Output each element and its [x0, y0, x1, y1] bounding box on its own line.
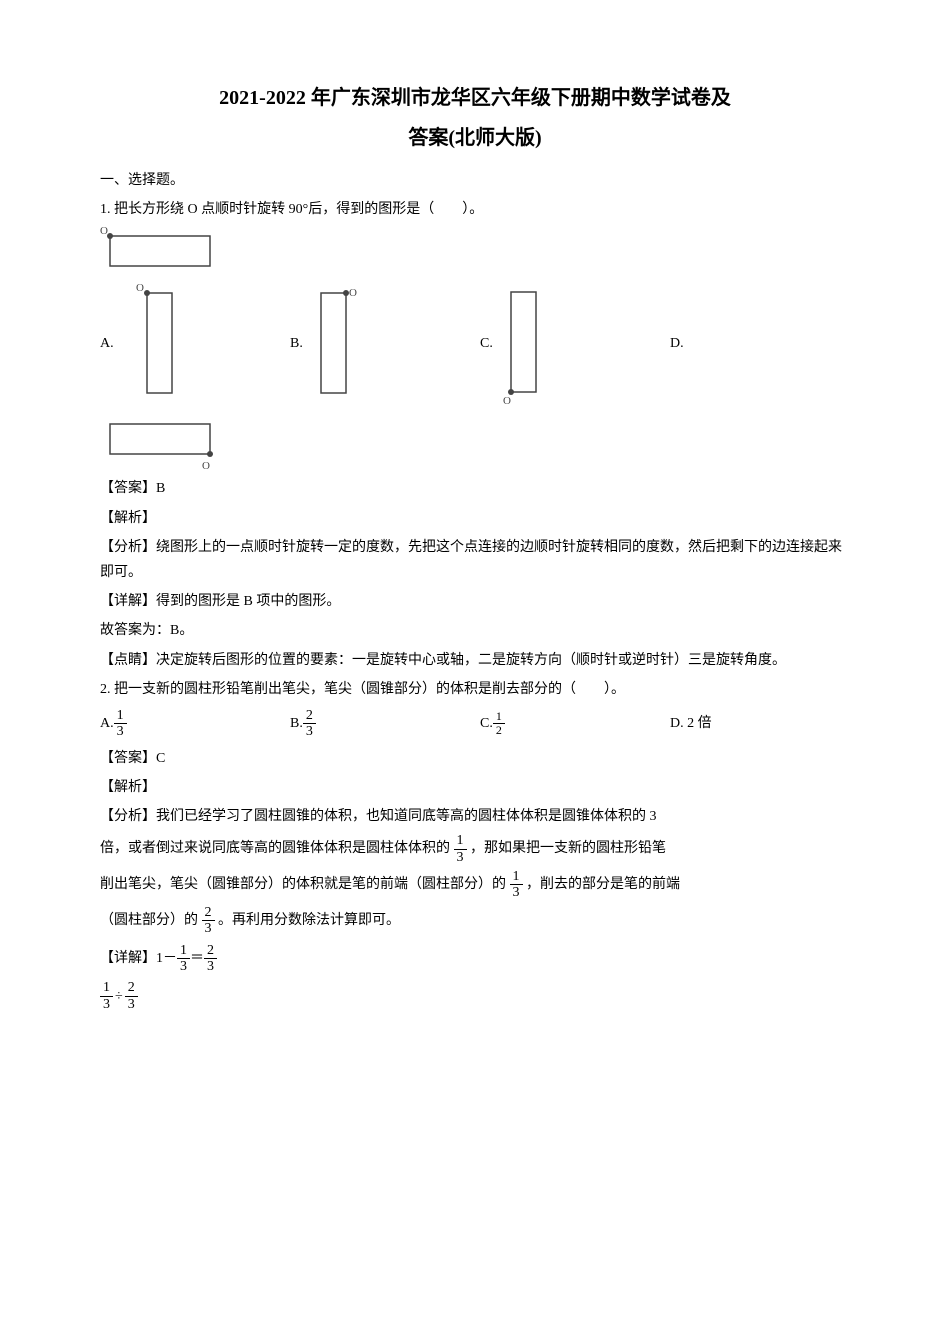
option-c-figure: O	[501, 282, 556, 404]
svg-text:O: O	[100, 226, 108, 237]
option-b-figure: O	[311, 283, 366, 403]
q2-option-c: C. 1 2	[480, 710, 670, 737]
q1-xiangjie: 【详解】得到的图形是 B 项中的图形。	[100, 589, 850, 614]
option-b-label: B.	[290, 331, 303, 356]
q1-options: A. O B. O C. O D.	[100, 282, 850, 404]
q2-fenxi-line3: 削出笔尖，笔尖（圆锥部分）的体积就是笔的前端（圆柱部分）的 1 3 ，削去的部分…	[100, 869, 850, 901]
q2-option-d: D. 2 倍	[670, 711, 712, 736]
svg-text:O: O	[136, 283, 144, 294]
q2-fenxi-line2: 倍，或者倒过来说同底等高的圆锥体体积是圆柱体体积的 1 3 ，那如果把一支新的圆…	[100, 833, 850, 865]
option-b-fraction: 2 3	[303, 708, 316, 740]
option-d-label: D. 2 倍	[670, 711, 712, 736]
q1-option-b: B. O	[290, 283, 480, 403]
q1-answer: 【答案】B	[100, 476, 850, 501]
q2-answer: 【答案】C	[100, 746, 850, 771]
fraction-2-3: 2 3	[204, 943, 217, 975]
option-c-label: C.	[480, 711, 493, 736]
option-c-fraction: 1 2	[493, 710, 505, 737]
fraction-2-3: 2 3	[202, 905, 215, 937]
q2-options: A. 1 3 B. 2 3 C. 1 2 D. 2 倍	[100, 708, 850, 740]
option-b-label: B.	[290, 711, 303, 736]
q1-option-d: D.	[670, 331, 692, 356]
q1-option-a: A. O	[100, 283, 290, 403]
q2-fenxi-line1: 【分析】我们已经学习了圆柱圆锥的体积，也知道同底等高的圆柱体体积是圆锥体体积的 …	[100, 804, 850, 829]
q2-xiangjie-eq2: 1 3 ÷ 2 3	[100, 980, 850, 1012]
q1-option-d-figure: O	[100, 414, 850, 472]
svg-text:O: O	[349, 287, 357, 299]
q1-original-figure: O	[100, 226, 850, 276]
option-c-label: C.	[480, 331, 493, 356]
q2-xiangjie-eq1: 【详解】 1－ 1 3 ＝ 2 3	[100, 943, 850, 975]
option-d-label: D.	[670, 331, 684, 356]
q2-jiexi: 【解析】	[100, 775, 850, 800]
q1-fenxi: 【分析】绕图形上的一点顺时针旋转一定的度数，先把这个点连接的边顺时针旋转相同的度…	[100, 535, 850, 585]
option-a-figure: O	[122, 283, 182, 403]
q2-option-b: B. 2 3	[290, 708, 480, 740]
q1-dianjing: 【点睛】决定旋转后图形的位置的要素：一是旋转中心或轴，二是旋转方向（顺时针或逆时…	[100, 648, 850, 673]
question-1-text: 1. 把长方形绕 O 点顺时针旋转 90°后，得到的图形是（ ）。	[100, 197, 850, 222]
q1-option-c: C. O	[480, 282, 670, 404]
fraction-1-3: 1 3	[454, 833, 467, 865]
q1-jiexi: 【解析】	[100, 506, 850, 531]
page-title-line2: 答案(北师大版)	[100, 120, 850, 156]
fraction-1-3: 1 3	[177, 943, 190, 975]
option-a-label: A.	[100, 711, 114, 736]
option-a-fraction: 1 3	[114, 708, 127, 740]
fraction-1-3: 1 3	[510, 869, 523, 901]
page-title-line1: 2021-2022 年广东深圳市龙华区六年级下册期中数学试卷及	[100, 80, 850, 116]
section-heading: 一、选择题。	[100, 168, 850, 193]
svg-text:O: O	[202, 460, 210, 472]
q2-option-a: A. 1 3	[100, 708, 290, 740]
fraction-2-3: 2 3	[125, 980, 138, 1012]
q1-gu: 故答案为：B。	[100, 618, 850, 643]
q2-fenxi-line4: （圆柱部分）的 2 3 。再利用分数除法计算即可。	[100, 905, 850, 937]
option-a-label: A.	[100, 331, 114, 356]
question-2-text: 2. 把一支新的圆柱形铅笔削出笔尖，笔尖（圆锥部分）的体积是削去部分的（ ）。	[100, 677, 850, 702]
svg-text:O: O	[503, 395, 511, 404]
fraction-1-3: 1 3	[100, 980, 113, 1012]
